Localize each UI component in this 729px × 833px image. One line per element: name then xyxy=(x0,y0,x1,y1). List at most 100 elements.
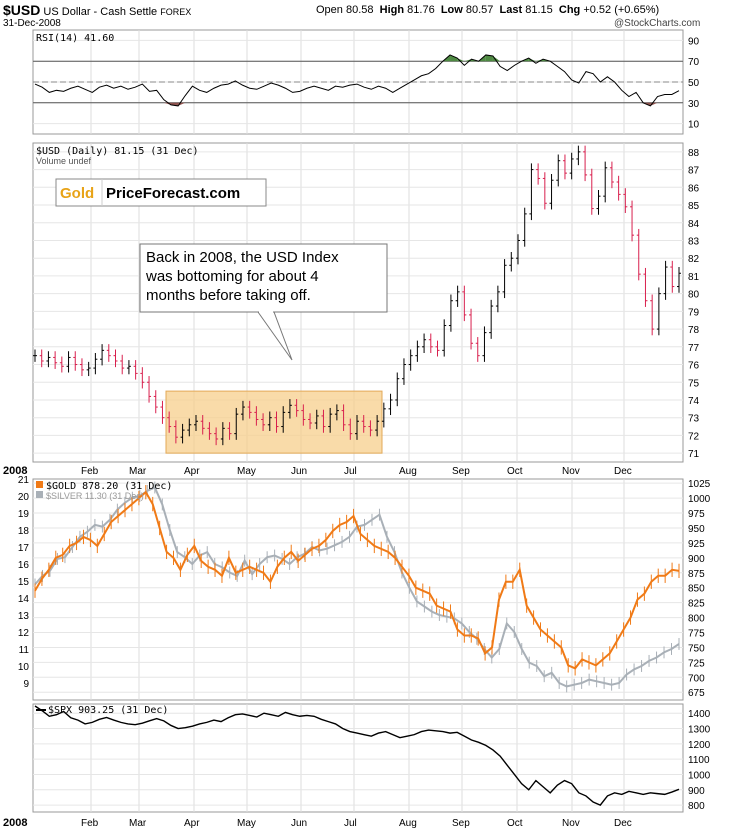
panel-frame-spx xyxy=(32,703,684,813)
chg-label: Chg xyxy=(558,4,581,16)
usd-y-tick-label: 76 xyxy=(688,361,700,372)
x-axis-year: 2008 xyxy=(3,817,27,829)
gold-y-tick-label: 850 xyxy=(688,584,705,595)
symbol: $USD xyxy=(3,2,41,18)
usd-y-tick-label: 87 xyxy=(688,166,700,177)
logo-site-text: PriceForecast.com xyxy=(106,185,240,202)
rsi-overbought-fill xyxy=(485,54,493,62)
gold-line xyxy=(34,490,680,670)
x-axis-month-label: Aug xyxy=(399,466,417,477)
gold-y-tick-label: 925 xyxy=(688,539,705,550)
x-axis-month-label: Mar xyxy=(129,818,147,829)
gold-y-tick-label: 900 xyxy=(688,554,705,565)
rsi-oversold-fill xyxy=(170,102,179,106)
x-axis-month-label: Feb xyxy=(81,466,99,477)
callout-box xyxy=(139,243,388,313)
chg-value: +0.52 (+0.65%) xyxy=(583,4,660,16)
chart-header-title: $USD US Dollar - Cash Settle FOREX xyxy=(3,2,191,18)
silver-y-tick-label: 16 xyxy=(18,560,30,571)
gold-y-tick-label: 1025 xyxy=(688,479,711,490)
x-axis-month-label: Mar xyxy=(129,466,147,477)
usd-y-tick-label: 73 xyxy=(688,414,700,425)
open-label: Open xyxy=(316,4,343,16)
spx-y-tick-label: 1100 xyxy=(688,755,710,766)
x-axis-month-label: Feb xyxy=(81,818,99,829)
high-label: High xyxy=(379,4,405,16)
usd-y-tick-label: 85 xyxy=(688,201,700,212)
silver-y-tick-label: 14 xyxy=(18,594,30,605)
rsi-y-tick-label: 30 xyxy=(688,99,700,110)
spx-line xyxy=(34,705,680,806)
panel-frame-gold xyxy=(32,478,684,701)
usd-y-tick-label: 74 xyxy=(688,396,700,407)
x-axis-month-label: Nov xyxy=(562,466,580,477)
usd-y-tick-label: 83 xyxy=(688,236,700,247)
spx-y-tick-label: 1000 xyxy=(688,770,711,781)
rsi-y-tick-label: 70 xyxy=(688,57,700,68)
silver-y-tick-label: 9 xyxy=(23,679,29,690)
gold-y-tick-label: 1000 xyxy=(688,494,711,505)
low-label: Low xyxy=(440,4,463,16)
spx-y-tick-label: 1300 xyxy=(688,725,711,736)
spx-y-tick-label: 1200 xyxy=(688,740,711,751)
spx-y-tick-label: 900 xyxy=(688,786,705,797)
silver-legend-swatch xyxy=(36,491,43,498)
x-axis-month-label: Apr xyxy=(184,818,200,829)
usd-y-tick-label: 84 xyxy=(688,219,700,230)
silver-y-tick-label: 19 xyxy=(18,509,30,520)
gold-y-tick-label: 825 xyxy=(688,599,705,610)
gold-y-tick-label: 775 xyxy=(688,629,705,640)
x-axis-month-label: May xyxy=(237,818,256,829)
high-value: 81.76 xyxy=(407,4,435,16)
logo-frame xyxy=(55,178,267,207)
usd-y-tick-label: 79 xyxy=(688,307,700,318)
open-value: 80.58 xyxy=(345,4,374,16)
rsi-overbought-fill xyxy=(450,54,458,62)
gold-y-tick-label: 875 xyxy=(688,569,705,580)
x-axis-month-label: Jun xyxy=(291,818,307,829)
gold-y-tick-label: 800 xyxy=(688,614,705,625)
rsi-line xyxy=(34,54,680,107)
silver-y-tick-label: 17 xyxy=(18,543,30,554)
x-axis-month-label: Dec xyxy=(614,466,632,477)
usd-legend: $USD (Daily) 81.15 (31 Dec) xyxy=(36,146,199,157)
x-axis-month-label: Jun xyxy=(291,466,307,477)
consolidation-highlight xyxy=(165,390,383,454)
x-axis-month-label: Apr xyxy=(184,466,200,477)
gold-y-tick-label: 950 xyxy=(688,524,705,535)
x-axis-month-label: Aug xyxy=(399,818,417,829)
chart-date: 31-Dec-2008 xyxy=(3,18,61,29)
x-axis-month-label: Sep xyxy=(452,466,470,477)
silver-y-tick-label: 10 xyxy=(18,662,30,673)
x-axis-month-label: Oct xyxy=(507,466,523,477)
spx-legend: $SPX 903.25 (31 Dec) xyxy=(48,705,168,716)
volume-legend: Volume undef xyxy=(36,156,92,166)
usd-y-tick-label: 86 xyxy=(688,183,700,194)
market-label: FOREX xyxy=(160,7,192,17)
gold-legend-swatch xyxy=(36,481,43,488)
silver-y-tick-label: 12 xyxy=(18,628,30,639)
rsi-y-tick-label: 10 xyxy=(688,120,700,131)
usd-y-tick-label: 80 xyxy=(688,290,700,301)
x-axis-month-label: Sep xyxy=(452,818,470,829)
logo-gold-text: Gold xyxy=(60,185,94,202)
gold-y-tick-label: 750 xyxy=(688,643,705,654)
x-axis-year: 2008 xyxy=(3,465,27,477)
x-axis-month-label: Jul xyxy=(344,466,357,477)
x-axis-month-label: May xyxy=(237,466,256,477)
spx-y-tick-label: 800 xyxy=(688,801,705,812)
x-axis-month-label: Dec xyxy=(614,818,632,829)
silver-legend: $SILVER 11.30 (31 Dec) xyxy=(46,491,144,501)
silver-y-tick-label: 11 xyxy=(19,645,30,656)
usd-y-tick-label: 88 xyxy=(688,148,700,159)
rsi-y-tick-label: 90 xyxy=(688,36,700,47)
last-label: Last xyxy=(499,4,523,16)
gold-y-tick-label: 725 xyxy=(688,658,705,669)
low-value: 80.57 xyxy=(465,4,494,16)
rsi-overbought-fill xyxy=(492,56,501,62)
callout-line: months before taking off. xyxy=(146,287,311,304)
gold-y-tick-label: 975 xyxy=(688,509,705,520)
usd-y-tick-label: 71 xyxy=(688,449,700,460)
ohlc-readout: Open 80.58 High 81.76 Low 80.57 Last 81.… xyxy=(316,4,659,16)
